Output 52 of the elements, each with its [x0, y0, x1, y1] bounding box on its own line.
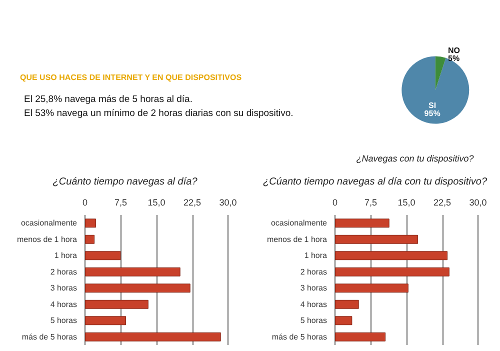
y-tick-label: más de 5 horas	[22, 332, 77, 342]
y-tick-label: menos de 1 hora	[266, 234, 328, 244]
y-tick-label: 5 horas	[300, 316, 327, 326]
y-tick-label: 4 horas	[300, 300, 327, 309]
bar	[335, 300, 359, 309]
bar	[335, 267, 450, 276]
bar	[85, 284, 190, 293]
y-tick-label: 4 horas	[50, 300, 77, 309]
x-tick-label: 22,5	[183, 198, 202, 208]
bar	[335, 234, 418, 244]
x-tick-label: 0	[82, 198, 88, 208]
data-label: 95%	[424, 109, 440, 118]
x-tick-label: 30,0	[219, 198, 237, 208]
x-tick-label: 15,0	[148, 198, 166, 208]
bar	[335, 218, 390, 228]
x-tick-label: 22,5	[433, 198, 452, 208]
bar	[85, 251, 121, 260]
text: El 53% navega un mínimo de 2 horas diarias con su dispositivo.	[24, 108, 294, 119]
x-tick-label: 15,0	[398, 198, 416, 208]
y-tick-label: más de 5 horas	[272, 332, 327, 342]
y-tick-label: 5 horas	[50, 316, 77, 326]
y-tick-label: 2 horas	[300, 267, 327, 276]
bar	[85, 218, 96, 228]
bar	[85, 234, 95, 244]
data-label: 5%	[448, 54, 460, 64]
x-tick-label: 7,5	[364, 198, 378, 208]
bar	[335, 332, 386, 342]
bar	[85, 332, 221, 342]
slice-label: SI	[428, 101, 436, 110]
bar	[335, 284, 408, 293]
y-tick-label: 1 hora	[54, 251, 78, 260]
bar	[335, 251, 448, 260]
text: El 25,8% navega más de 5 horas al día.	[24, 94, 192, 105]
text: ¿Navegas con tu dispositivo?	[356, 154, 474, 164]
y-tick-label: 2 horas	[50, 267, 77, 276]
x-tick-label: 30,0	[469, 198, 487, 208]
y-tick-label: 1 hora	[304, 251, 328, 260]
x-tick-label: 0	[332, 198, 338, 208]
chart-title: ¿Cuánto tiempo navegas al día?	[52, 176, 198, 188]
bar	[85, 267, 180, 276]
y-tick-label: ocasionalmente	[20, 218, 78, 228]
x-tick-label: 7,5	[114, 198, 128, 208]
y-tick-label: ocasionalmente	[270, 218, 328, 228]
slice-label: NO	[448, 46, 460, 56]
bar	[335, 316, 352, 326]
chart-title: ¿Cúanto tiempo navegas al día con tu dispositivo?	[262, 176, 488, 188]
y-tick-label: menos de 1 hora	[16, 234, 78, 244]
text: QUE USO HACES DE INTERNET Y EN QUE DISPOSITIVOS	[20, 73, 242, 82]
bar	[85, 300, 148, 309]
bar	[85, 316, 126, 326]
y-tick-label: 3 horas	[300, 284, 327, 293]
y-tick-label: 3 horas	[50, 284, 77, 293]
